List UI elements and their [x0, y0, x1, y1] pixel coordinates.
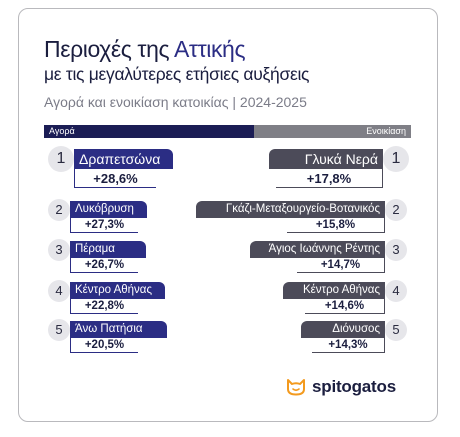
rent-change-value: +14,6% — [305, 299, 385, 314]
rent-change-value: +17,8% — [276, 169, 383, 188]
purchase-area-label: Πέραμα — [70, 241, 146, 258]
rent-change-value: +15,8% — [287, 218, 385, 233]
purchase-area-label: Λυκόβρυση — [70, 201, 147, 218]
cat-icon — [287, 379, 305, 396]
purchase-rank-badge: 2 — [48, 199, 70, 221]
rent-rank-badge: 1 — [383, 146, 409, 172]
rent-area-label: Κέντρο Αθήνας — [283, 282, 385, 299]
page-subtitle: με τις μεγαλύτερες ετήσιες αυξήσεις — [44, 64, 310, 84]
purchase-change-value: +20,5% — [70, 338, 138, 353]
rent-rank-badge: 2 — [385, 199, 407, 221]
purchase-area-label: Κέντρο Αθήνας — [70, 282, 165, 299]
purchase-area-label: Δραπετσώνα — [74, 149, 173, 169]
caption: Αγορά και ενοικίαση κατοικίας | 2024-202… — [44, 94, 307, 110]
purchase-rank-badge: 3 — [48, 239, 70, 261]
purchase-area-label: Άνω Πατήσια — [70, 321, 167, 338]
rent-area-label: Γλυκά Νερά — [269, 149, 383, 169]
purchase-change-value: +22,8% — [70, 299, 138, 314]
purchase-rank-badge: 4 — [48, 280, 70, 302]
rent-rank-badge: 4 — [385, 280, 407, 302]
rent-header: Ενοικίαση — [254, 125, 411, 138]
purchase-change-value: +26,7% — [70, 258, 138, 273]
purchase-change-value: +27,3% — [70, 218, 138, 233]
rent-change-value: +14,3% — [312, 338, 385, 353]
purchase-rank-badge: 5 — [48, 319, 70, 341]
brand-name: spitogatos — [312, 377, 396, 396]
purchase-change-value: +28,6% — [74, 169, 156, 188]
rent-rank-badge: 5 — [385, 319, 407, 341]
rent-rank-badge: 3 — [385, 239, 407, 261]
brand-logo: spitogatos — [286, 376, 396, 398]
purchase-header: Αγορά — [44, 125, 254, 138]
page-title: Περιοχές της Αττικής — [44, 36, 246, 62]
rent-area-label: Διόνυσος — [301, 321, 385, 338]
rent-area-label: Άγιος Ιωάννης Ρέντης — [250, 241, 385, 258]
rent-area-label: Γκάζι-Μεταξουργείο-Βοτανικός — [196, 201, 385, 218]
purchase-rank-badge: 1 — [48, 146, 74, 172]
rent-change-value: +14,7% — [297, 258, 385, 273]
